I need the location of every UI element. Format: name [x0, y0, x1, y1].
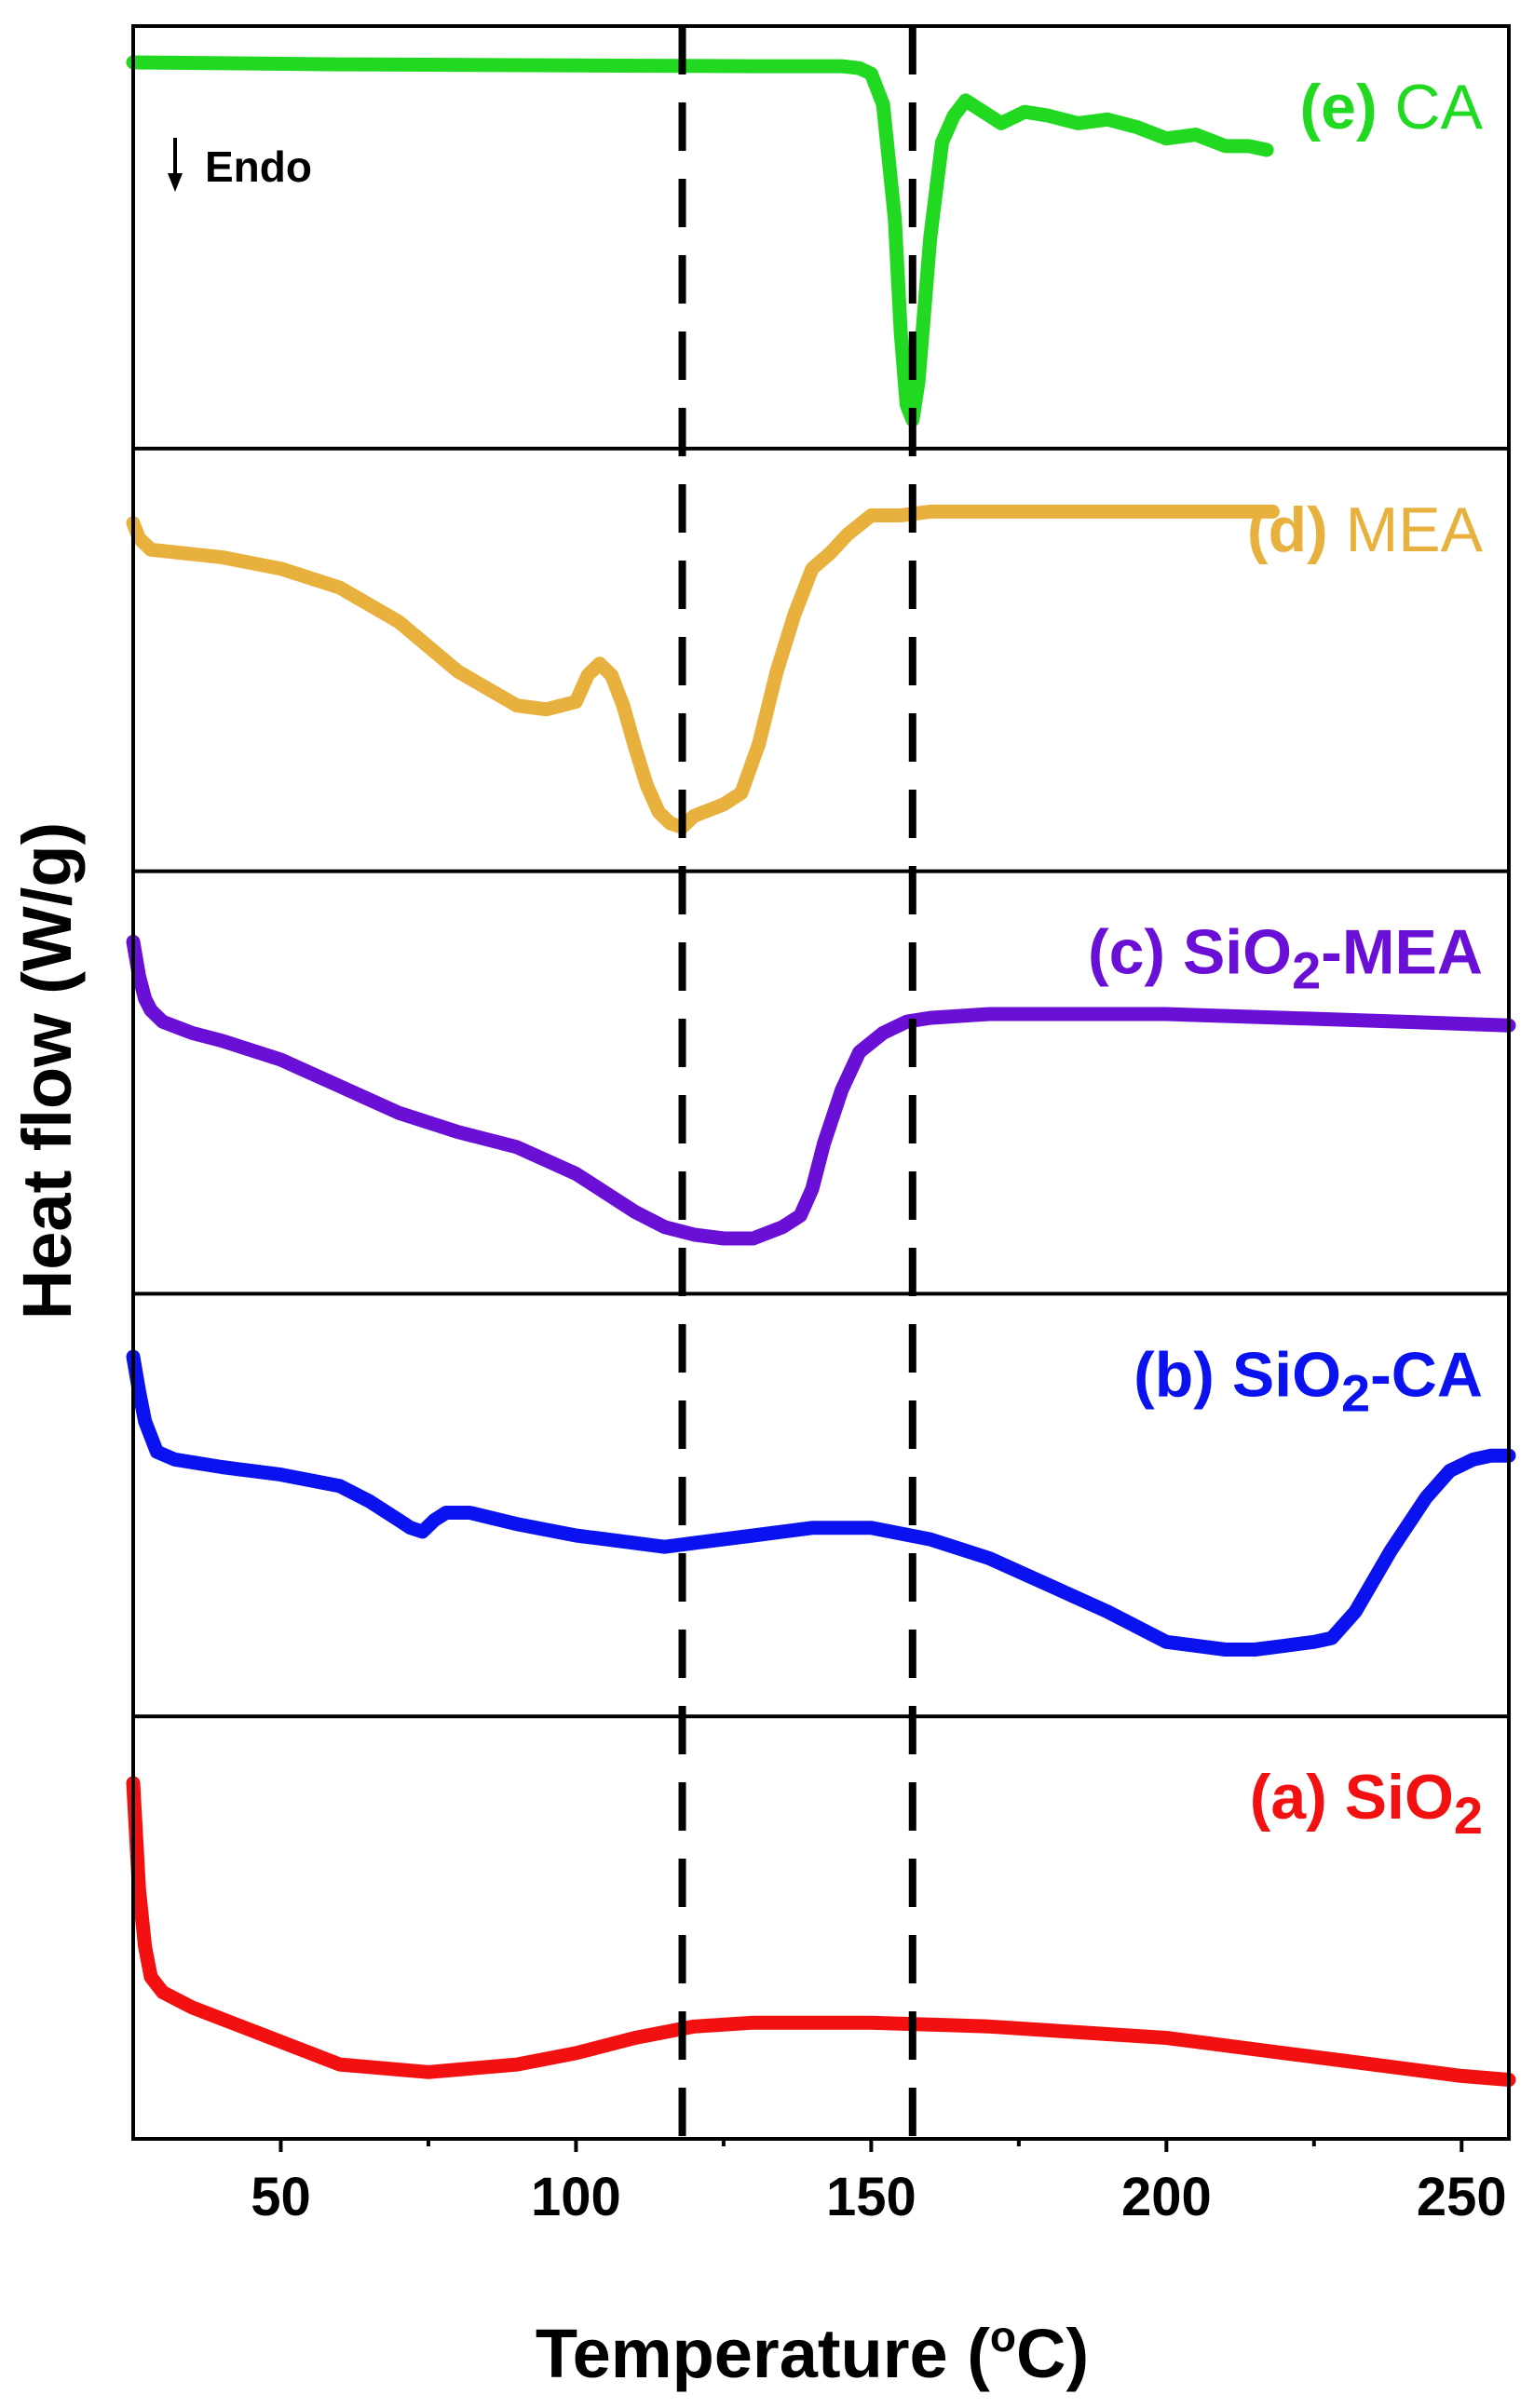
series-label-d: (d) MEA [1247, 494, 1484, 565]
x-tick-label: 50 [251, 2167, 311, 2227]
series-label-subscript: 2 [1454, 1786, 1483, 1845]
endo-label: Endo [205, 142, 312, 191]
panel-d: (d) MEA [126, 494, 1484, 834]
series-label-subscript: 2 [1292, 941, 1321, 1000]
panel-e: (e) CA [126, 55, 1484, 427]
series-label-text: SiO [1345, 1762, 1454, 1833]
series-label-prefix: (c) [1088, 917, 1183, 988]
panel-c: (c) SiO2-MEA [126, 917, 1516, 1246]
frame [131, 24, 1511, 2141]
x-axis-label-main: Temperature ( [536, 2315, 990, 2392]
series-label-prefix: (e) [1300, 72, 1395, 142]
series-label-prefix: (d) [1247, 494, 1346, 565]
x-axis-label: Temperature (oC) [536, 2312, 1089, 2392]
series-label-text: MEA [1346, 494, 1484, 565]
series-label-c: (c) SiO2-MEA [1088, 917, 1483, 1000]
series-line-a [126, 1776, 1516, 2087]
reference-lines [678, 26, 916, 2139]
series-label-subscript: 2 [1341, 1363, 1370, 1422]
y-axis-label: Heat flow (W/g) [8, 822, 86, 1319]
x-tick-label: 100 [531, 2167, 621, 2227]
series-label-text: CA [1395, 72, 1484, 142]
series-line-b [126, 1349, 1516, 1657]
series-label-prefix: (b) [1134, 1339, 1232, 1410]
series-line-d [126, 504, 1280, 834]
series-label-suffix: -MEA [1321, 917, 1483, 988]
x-tick-label: 250 [1417, 2167, 1507, 2227]
series-label-a: (a) SiO2 [1250, 1762, 1483, 1845]
x-axis-label-end: C) [1016, 2315, 1089, 2392]
series-label-text: SiO [1183, 917, 1292, 988]
series-label-suffix: -CA [1370, 1339, 1483, 1410]
series-line-c [126, 934, 1516, 1246]
panel-a: (a) SiO2 [126, 1762, 1516, 2087]
x-tick-label: 150 [826, 2167, 916, 2227]
series-label-b: (b) SiO2-CA [1134, 1339, 1483, 1422]
x-tick-label: 200 [1121, 2167, 1212, 2227]
endo-arrow-icon [168, 173, 183, 192]
series-line-e [126, 55, 1274, 427]
series-label-prefix: (a) [1250, 1762, 1345, 1833]
series-label-e: (e) CA [1300, 72, 1484, 142]
plot-frame [131, 24, 1511, 2141]
x-axis-ticks: 50 100 150 200 250 [251, 2139, 1507, 2227]
x-axis-label-superscript: o [990, 2312, 1016, 2361]
panel-b: (b) SiO2-CA [126, 1339, 1516, 1657]
series-label-text: SiO [1232, 1339, 1341, 1410]
endo-annotation: Endo [168, 138, 312, 192]
panels-layer: (e) CA(d) MEA(c) SiO2-MEA(b) SiO2-CA(a) … [126, 55, 1516, 2087]
